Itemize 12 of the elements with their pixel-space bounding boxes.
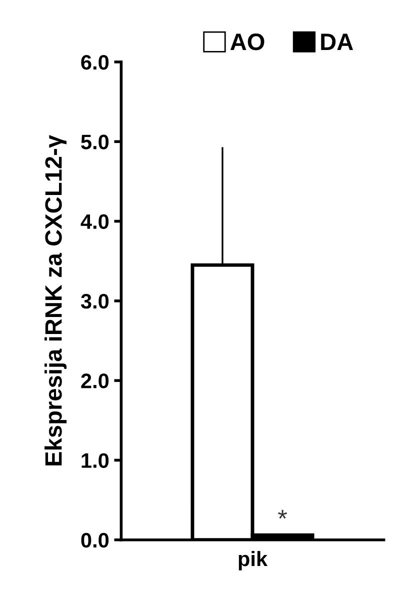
y-tick-label: 0.0 <box>81 532 109 548</box>
y-tick-label: 3.0 <box>80 294 109 309</box>
legend-label: DA <box>321 34 354 50</box>
y-tick-label: 2.0 <box>81 374 109 388</box>
y-tick-label: 4.0 <box>80 214 109 230</box>
y-tick-label: 1.0 <box>82 453 109 468</box>
x-tick-label: pik <box>238 550 268 570</box>
y-tick-label: 6.0 <box>81 54 109 70</box>
y-tick-label: 5.0 <box>81 134 109 150</box>
y-axis-title: Ekspresija iRNK za CXCL12-γ <box>44 134 67 466</box>
annotation: * <box>278 510 287 519</box>
legend-label: AO <box>230 34 264 50</box>
